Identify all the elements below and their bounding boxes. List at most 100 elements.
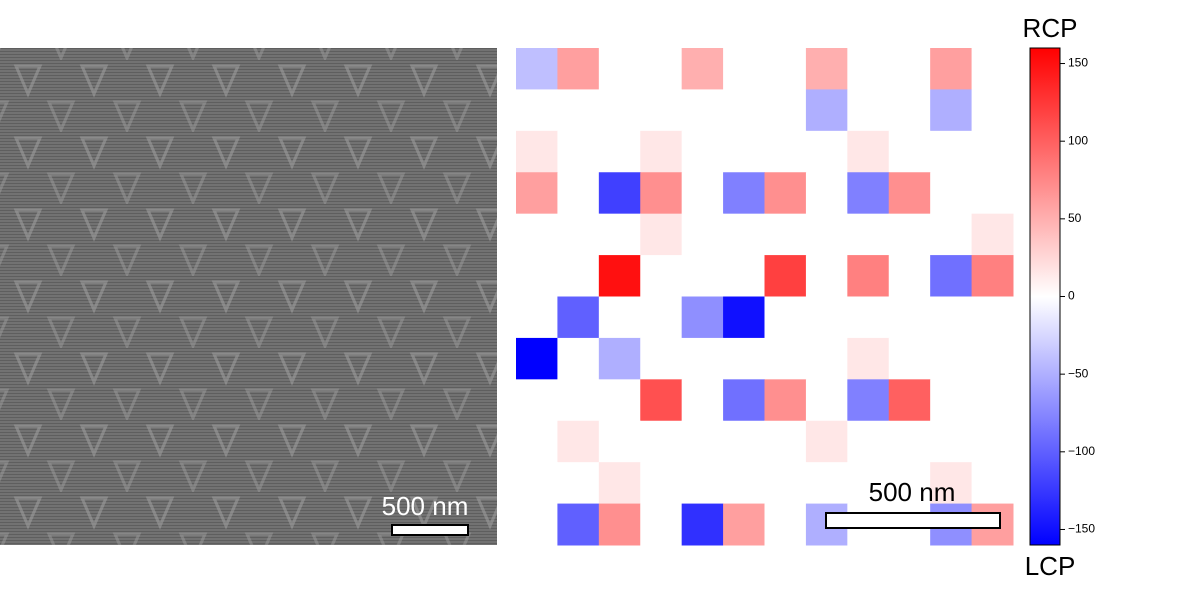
heatmap-cell xyxy=(681,503,724,546)
heatmap-cell xyxy=(764,337,807,380)
heatmap-cell xyxy=(847,255,890,297)
heatmap-cell xyxy=(723,296,765,339)
heatmap-cell xyxy=(723,503,765,546)
heatmap-cell xyxy=(930,213,973,256)
heatmap-cell xyxy=(723,462,765,505)
scale-bar-label: 500 nm xyxy=(869,477,956,507)
heatmap-cell xyxy=(681,420,724,463)
heatmap-cell xyxy=(805,296,848,339)
heatmap-cell xyxy=(681,172,724,215)
heatmap-cell xyxy=(516,420,558,463)
heatmap-cell xyxy=(971,255,1014,297)
heatmap-cell xyxy=(516,503,558,546)
heatmap-cell xyxy=(764,89,807,132)
heatmap-cell xyxy=(805,337,848,380)
heatmap-cell xyxy=(888,172,931,215)
colorbar-tick-label: −100 xyxy=(1068,444,1095,458)
colorbar-bottom-label: LCP xyxy=(1025,551,1076,581)
heatmap-cell xyxy=(557,379,600,422)
heatmap-cell xyxy=(557,337,600,380)
heatmap-cell xyxy=(598,130,641,173)
heatmap-cell xyxy=(557,462,600,505)
heatmap-cell xyxy=(930,337,973,380)
heatmap-cell xyxy=(681,337,724,380)
heatmap-cell xyxy=(971,130,1014,173)
scale-bar-label: 500 nm xyxy=(382,491,469,521)
heatmap-cell xyxy=(723,48,765,90)
heatmap-cell xyxy=(640,462,683,505)
heatmap-cell xyxy=(557,48,600,90)
heatmap-cell xyxy=(681,130,724,173)
heatmap-cell xyxy=(516,172,558,215)
heatmap-cell xyxy=(598,172,641,215)
heatmap-cell xyxy=(681,462,724,505)
heatmap-cell xyxy=(930,130,973,173)
scale-bar xyxy=(391,524,469,536)
heatmap-cell xyxy=(971,48,1014,90)
heatmap-cell xyxy=(557,503,600,546)
heatmap-cell xyxy=(516,337,558,380)
heatmap-cell xyxy=(930,255,973,297)
heatmap-cell xyxy=(598,379,641,422)
heatmap-cell xyxy=(971,420,1014,463)
heatmap-cell xyxy=(598,48,641,90)
heatmap-cell xyxy=(847,337,890,380)
heatmap-cell xyxy=(764,503,807,546)
heatmap-cell xyxy=(805,48,848,90)
heatmap-cell xyxy=(930,48,973,90)
heatmap-cell xyxy=(888,89,931,132)
heatmap-cell xyxy=(516,379,558,422)
heatmap-cell xyxy=(640,503,683,546)
colorbar-tick-label: 100 xyxy=(1068,133,1088,147)
heatmap-cell xyxy=(516,296,558,339)
heatmap-cell xyxy=(847,213,890,256)
heatmap-cell xyxy=(598,89,641,132)
heatmap-cell xyxy=(930,379,973,422)
heatmap-cell xyxy=(764,48,807,90)
heatmap-cell xyxy=(971,337,1014,380)
heatmap-cell xyxy=(888,130,931,173)
heatmap-cell xyxy=(847,379,890,422)
heatmap-cell xyxy=(971,213,1014,256)
heatmap-cell xyxy=(971,172,1014,215)
heatmap-cell xyxy=(847,420,890,463)
heatmap-cell xyxy=(764,130,807,173)
heatmap-cell xyxy=(723,130,765,173)
heatmap-cell xyxy=(805,379,848,422)
heatmap-cell xyxy=(557,296,600,339)
heatmap-cell xyxy=(557,255,600,297)
heatmap-cell xyxy=(681,213,724,256)
heatmap-cell xyxy=(516,89,558,132)
heatmap-cell xyxy=(640,337,683,380)
heatmap-cell xyxy=(764,172,807,215)
heatmap-cell xyxy=(847,172,890,215)
heatmap-cell xyxy=(971,296,1014,339)
heatmap-cell xyxy=(847,296,890,339)
heatmap-cell xyxy=(557,172,600,215)
heatmap-cell xyxy=(640,89,683,132)
heatmap-cell xyxy=(723,89,765,132)
heatmap-cell xyxy=(598,296,641,339)
heatmap-cell xyxy=(640,379,683,422)
heatmap-cell xyxy=(723,379,765,422)
sem-image xyxy=(0,48,497,545)
heatmap-cell xyxy=(640,172,683,215)
heatmap-cell xyxy=(888,213,931,256)
heatmap-cell xyxy=(847,48,890,90)
heatmap-cell xyxy=(888,379,931,422)
heatmap-cell xyxy=(888,296,931,339)
heatmap-cell xyxy=(888,337,931,380)
heatmap-cell xyxy=(516,130,558,173)
heatmap-cell xyxy=(598,337,641,380)
heatmap-cell xyxy=(847,130,890,173)
heatmap-cell xyxy=(971,379,1014,422)
heatmap-cell xyxy=(847,89,890,132)
heatmap-cell xyxy=(681,379,724,422)
heatmap-cell xyxy=(640,48,683,90)
heatmap-cell xyxy=(598,462,641,505)
heatmap-cell xyxy=(971,89,1014,132)
heatmap-cell xyxy=(681,89,724,132)
heatmap-cell xyxy=(888,48,931,90)
colorbar-tick-label: −50 xyxy=(1068,366,1089,380)
